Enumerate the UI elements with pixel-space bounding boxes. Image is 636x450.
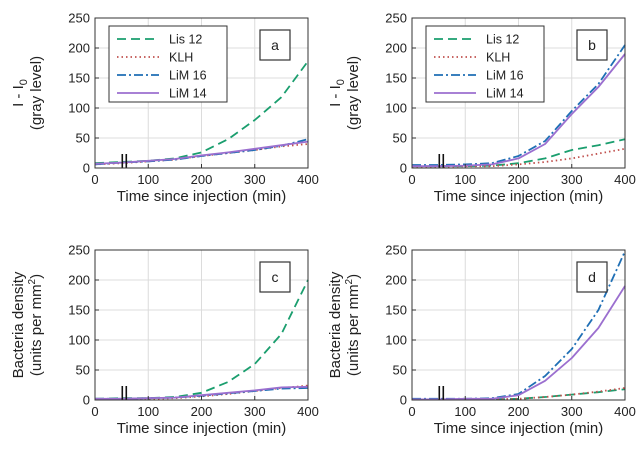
y-tick-label: 100 <box>385 333 407 348</box>
y-tick-label: 0 <box>83 161 90 176</box>
panel-a: 0 100 200 300 400 0 50 100 150 200 250 Time since i… <box>10 11 319 206</box>
y-tick-label: 50 <box>76 131 90 146</box>
y-tick-label: 50 <box>393 363 407 378</box>
y-axis-label-line1: Bacteria density <box>10 271 27 378</box>
x-tick-label: 0 <box>408 404 415 419</box>
y-axis-label-units: (units per mm <box>28 284 45 376</box>
y-axis-label-line2: (gray level) <box>28 56 45 130</box>
x-axis-label: Time since injection (min) <box>434 188 604 205</box>
y-axis-label-line2: (gray level) <box>345 56 362 130</box>
y-axis-label-units: (units per mm <box>345 284 362 376</box>
y-tick-label: 150 <box>385 71 407 86</box>
x-tick-label: 400 <box>297 172 319 187</box>
y-axis-label-main: I - I <box>10 85 27 107</box>
legend-box <box>108 25 228 103</box>
x-tick-label: 300 <box>561 172 583 187</box>
y-tick-label: 200 <box>68 273 90 288</box>
x-tick-label: 100 <box>454 172 476 187</box>
series-line-lim-16 <box>412 44 626 166</box>
y-axis-label-line1: Bacteria density <box>327 271 344 378</box>
x-axis-label: Time since injection (min) <box>117 420 287 437</box>
x-tick-label: 400 <box>614 172 636 187</box>
panel-label-box <box>576 29 608 61</box>
series-line-lim-14 <box>94 140 309 165</box>
y-tick-label: 250 <box>385 11 407 26</box>
y-tick-label: 200 <box>385 41 407 56</box>
x-tick-label: 0 <box>91 172 98 187</box>
panel-b: 0 100 200 300 400 0 50 100 150 200 250 Time since i… <box>327 11 636 206</box>
x-tick-label: 400 <box>297 404 319 419</box>
x-tick-label: 300 <box>244 404 266 419</box>
y-axis-label-subscript: 0 <box>18 79 30 85</box>
x-tick-label: 0 <box>91 404 98 419</box>
y-tick-label: 100 <box>68 101 90 116</box>
x-tick-label: 100 <box>137 404 159 419</box>
x-tick-label: 100 <box>137 172 159 187</box>
x-tick-label: 200 <box>508 404 530 419</box>
y-tick-label: 50 <box>76 363 90 378</box>
y-tick-label: 250 <box>68 11 90 26</box>
y-tick-label: 100 <box>68 333 90 348</box>
series-line-lim-14 <box>412 285 626 401</box>
y-tick-label: 200 <box>68 41 90 56</box>
panel-label-box <box>576 261 608 293</box>
panel-d: 0 100 200 300 400 0 50 100 150 200 250 Time since i… <box>327 243 636 438</box>
legend-label: LiM 16 <box>486 69 524 83</box>
y-tick-label: 0 <box>400 161 407 176</box>
x-tick-label: 100 <box>454 404 476 419</box>
panel-label: a <box>271 37 279 53</box>
y-axis-label-main: I - I <box>327 85 344 107</box>
y-axis-label-units: (gray level) <box>28 56 45 130</box>
x-tick-label: 0 <box>408 172 415 187</box>
y-tick-label: 200 <box>385 273 407 288</box>
legend-box <box>425 25 545 103</box>
legend-label: LiM 14 <box>169 87 207 101</box>
panel-label: c <box>272 269 279 285</box>
legend-label: Lis 12 <box>169 33 202 47</box>
x-axis-label: Time since injection (min) <box>434 420 604 437</box>
legend-label: Lis 12 <box>486 33 519 47</box>
y-tick-label: 100 <box>385 101 407 116</box>
legend-label: LiM 14 <box>486 87 524 101</box>
legend-label: LiM 16 <box>169 69 207 83</box>
x-tick-label: 300 <box>244 172 266 187</box>
legend-label: KLH <box>169 51 193 65</box>
y-axis-label-line2: (units per mm2) <box>344 274 362 376</box>
panel-label: b <box>588 37 596 53</box>
y-tick-label: 50 <box>393 131 407 146</box>
y-axis-label-line1: I - I0 <box>10 79 30 107</box>
x-axis-label: Time since injection (min) <box>117 188 287 205</box>
y-tick-label: 0 <box>400 393 407 408</box>
panel-label-box <box>259 29 291 61</box>
y-tick-label: 250 <box>68 243 90 258</box>
x-tick-label: 200 <box>191 172 213 187</box>
legend-label: KLH <box>486 51 510 65</box>
panel-label: d <box>588 269 596 285</box>
y-axis-label-main: Bacteria density <box>10 271 27 378</box>
panel-c: 0 100 200 300 400 0 50 100 150 200 250 Time since i… <box>10 243 319 438</box>
y-tick-label: 0 <box>83 393 90 408</box>
series-line-lim-14 <box>95 385 309 400</box>
y-axis-label-main: Bacteria density <box>327 271 344 378</box>
y-axis-label-subscript: 0 <box>335 79 347 85</box>
x-tick-label: 200 <box>508 172 530 187</box>
series-line-lim-14 <box>412 53 626 168</box>
panel-label-box <box>259 261 291 293</box>
y-axis-label-line1: I - I0 <box>327 79 347 107</box>
y-tick-label: 250 <box>385 243 407 258</box>
y-axis-label-line2: (units per mm2) <box>27 274 45 376</box>
y-axis-label-superscript: 2 <box>344 278 355 284</box>
x-tick-label: 200 <box>191 404 213 419</box>
y-axis-label-close: ) <box>28 274 45 279</box>
y-axis-label-close: ) <box>345 274 362 279</box>
y-tick-label: 150 <box>68 71 90 86</box>
y-tick-label: 150 <box>68 303 90 318</box>
x-tick-label: 400 <box>614 404 636 419</box>
y-axis-label-superscript: 2 <box>27 278 38 284</box>
x-tick-label: 300 <box>561 404 583 419</box>
y-tick-label: 150 <box>385 303 407 318</box>
y-axis-label-units: (gray level) <box>345 56 362 130</box>
